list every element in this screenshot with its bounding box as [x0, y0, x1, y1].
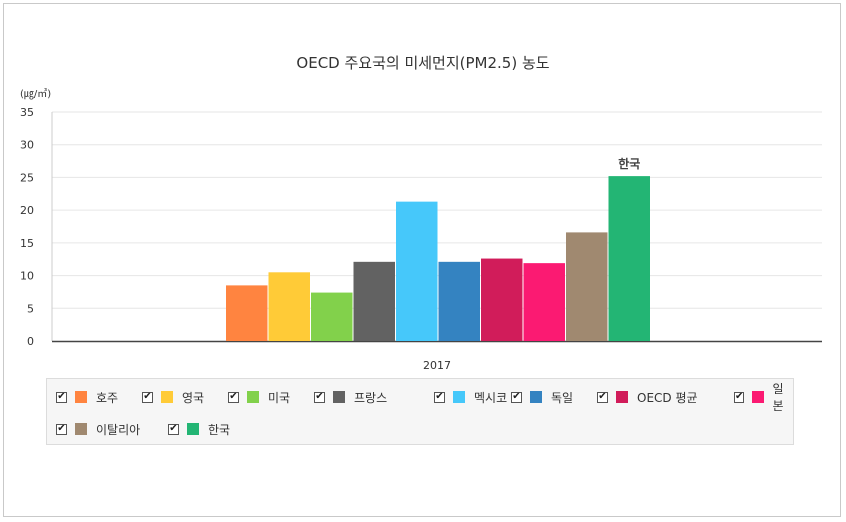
- y-axis-unit-label: (㎍/㎥): [20, 89, 52, 100]
- legend-label: 미국: [268, 390, 291, 405]
- y-tick-label: 0: [27, 335, 34, 348]
- x-tick-labels: 2017: [423, 359, 451, 372]
- legend-checkbox[interactable]: ✔: [314, 391, 325, 403]
- bar-5: [438, 261, 480, 341]
- bar-7: [523, 263, 565, 341]
- legend-label: 프랑스: [354, 390, 388, 405]
- x-tick-label: 2017: [423, 359, 451, 372]
- bar-8: [566, 232, 608, 341]
- legend-item[interactable]: ✔ 한국: [168, 421, 230, 437]
- y-tick-labels: 0 5 10 15 20 25 30 35: [20, 106, 34, 348]
- y-tick-label: 30: [20, 139, 34, 152]
- legend-checkbox[interactable]: ✔: [56, 423, 67, 435]
- legend-label: 영국: [182, 390, 205, 405]
- bar-2: [311, 292, 353, 341]
- data-annotations: 한국: [618, 156, 640, 171]
- bar-9: [608, 176, 650, 341]
- legend-swatch: [247, 391, 259, 403]
- legend-swatch: [530, 391, 542, 403]
- bar-1: [268, 272, 310, 341]
- legend-checkbox[interactable]: ✔: [511, 391, 522, 403]
- y-tick-label: 35: [20, 106, 34, 119]
- legend-item[interactable]: ✔ 프랑스: [314, 389, 387, 405]
- chart-title: OECD 주요국의 미세먼지(PM2.5) 농도: [296, 54, 550, 72]
- y-tick-label: 10: [20, 270, 34, 283]
- legend-swatch: [75, 391, 87, 403]
- legend-checkbox[interactable]: ✔: [168, 423, 179, 435]
- legend-label: 한국: [208, 422, 231, 437]
- legend-item[interactable]: ✔ 영국: [142, 389, 204, 405]
- legend-item[interactable]: ✔ 일본: [734, 382, 793, 413]
- legend-swatch: [453, 391, 465, 403]
- legend-swatch: [161, 391, 173, 403]
- legend-swatch: [187, 423, 199, 435]
- legend-item[interactable]: ✔ OECD 평균: [597, 389, 698, 405]
- legend-item[interactable]: ✔ 이탈리아: [56, 421, 140, 437]
- legend-swatch: [75, 423, 87, 435]
- legend-checkbox[interactable]: ✔: [142, 391, 153, 403]
- y-tick-label: 25: [20, 171, 34, 184]
- bar-0: [226, 285, 268, 341]
- y-tick-label: 5: [27, 302, 34, 315]
- legend-checkbox[interactable]: ✔: [434, 391, 445, 403]
- legend-checkbox[interactable]: ✔: [597, 391, 608, 403]
- legend-swatch: [752, 391, 764, 403]
- bar-3: [353, 261, 395, 341]
- bar-6: [481, 258, 523, 341]
- legend-swatch: [616, 391, 628, 403]
- legend-label: OECD 평균: [637, 390, 698, 405]
- legend-label: 호주: [96, 390, 119, 405]
- legend-checkbox[interactable]: ✔: [734, 391, 745, 403]
- bars: [226, 176, 650, 341]
- legend-checkbox[interactable]: ✔: [56, 391, 67, 403]
- legend-item[interactable]: ✔ 멕시코: [434, 389, 507, 405]
- legend-swatch: [333, 391, 345, 403]
- bar-4: [396, 201, 438, 341]
- data-label: 한국: [618, 156, 640, 171]
- legend-item[interactable]: ✔ 독일: [511, 389, 573, 405]
- legend-label: 일본: [772, 382, 784, 413]
- legend: ✔ 호주 ✔ 영국 ✔ 미국 ✔ 프랑스 ✔ 멕시코 ✔ 독일 ✔ OECD 평균 ✔ 일본 ✔ 이탈리아 ✔ 한국: [46, 378, 794, 445]
- legend-label: 독일: [551, 390, 574, 405]
- legend-checkbox[interactable]: ✔: [228, 391, 239, 403]
- y-tick-label: 20: [20, 204, 34, 217]
- legend-label: 멕시코: [474, 390, 508, 405]
- legend-item[interactable]: ✔ 호주: [56, 389, 118, 405]
- legend-label: 이탈리아: [96, 422, 141, 437]
- legend-item[interactable]: ✔ 미국: [228, 389, 290, 405]
- y-tick-label: 15: [20, 237, 34, 250]
